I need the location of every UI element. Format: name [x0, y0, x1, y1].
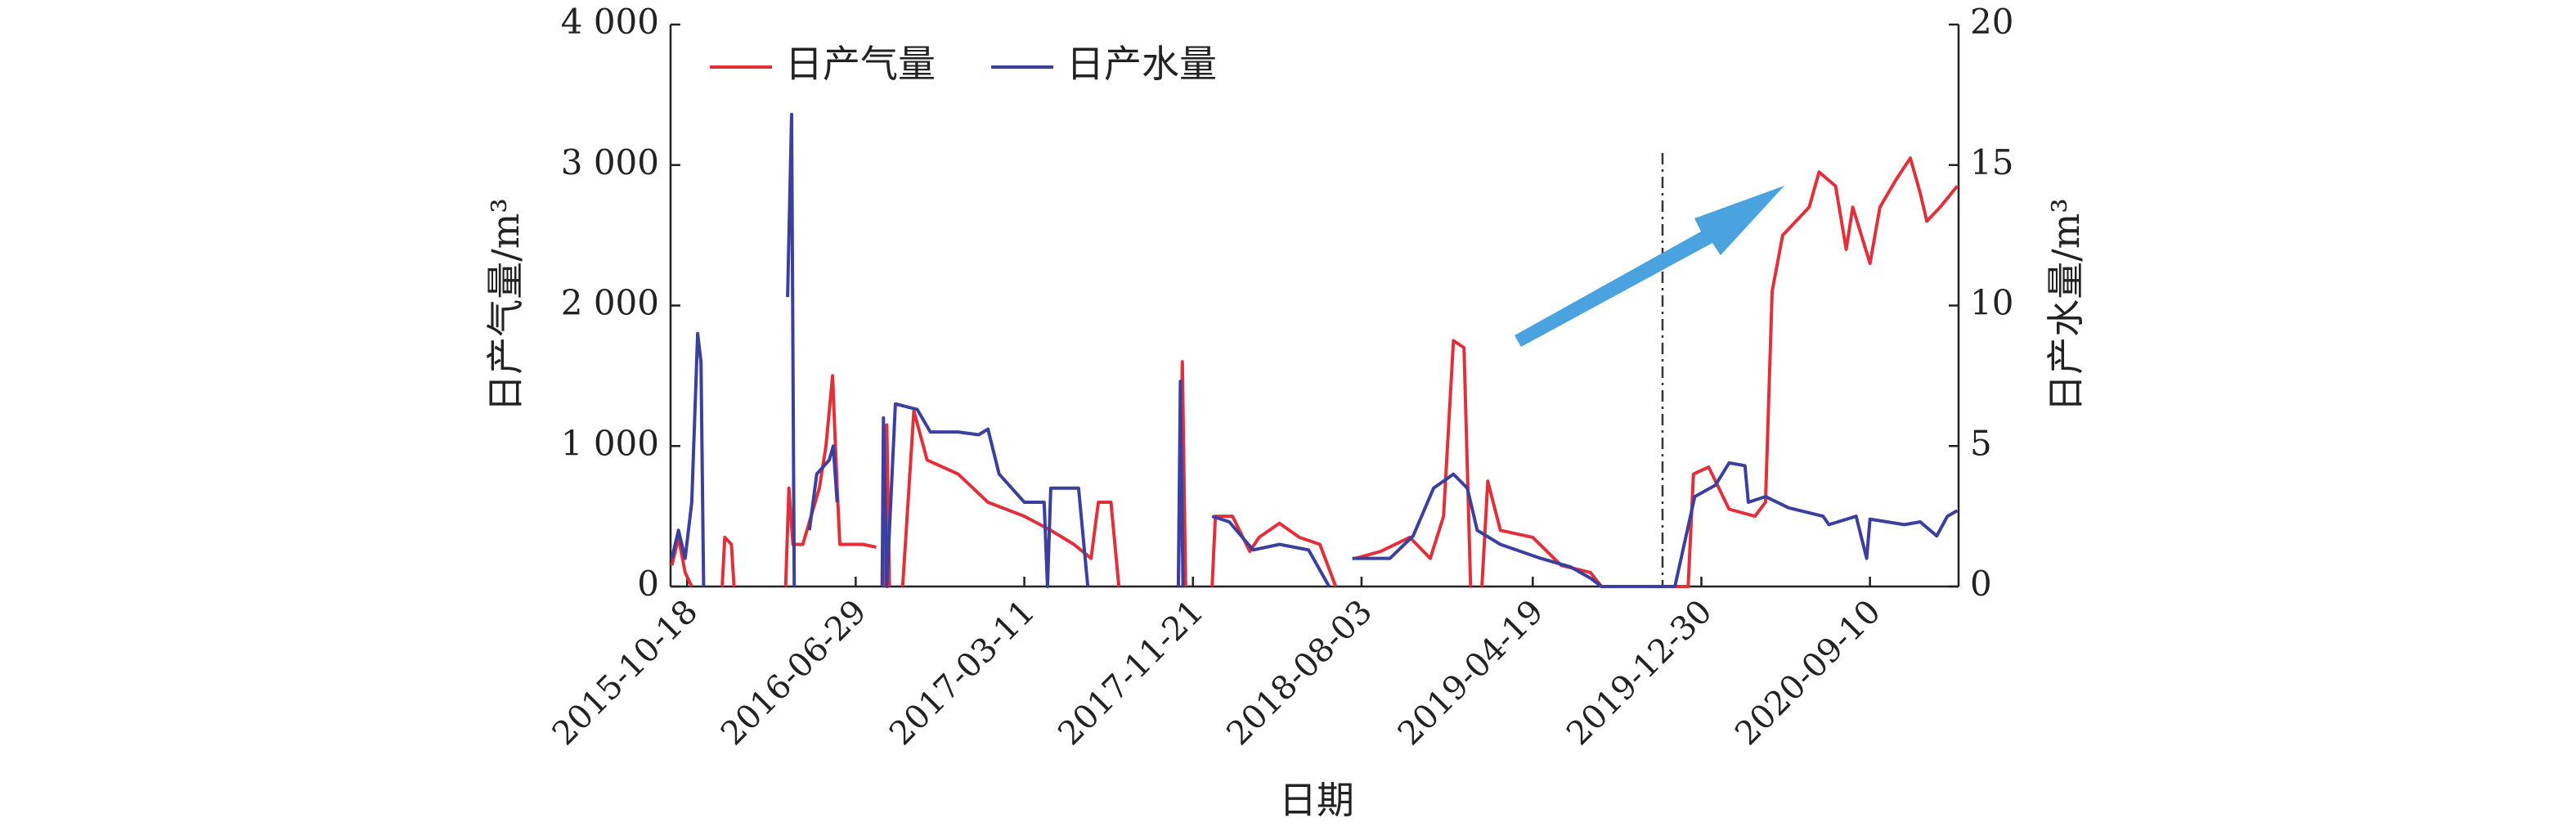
- y2-tick-label: 5: [1970, 423, 1992, 463]
- y-axis-title: 日产气量/m³: [483, 198, 527, 412]
- x-tick-label: 2017-03-11: [882, 593, 1043, 753]
- x-tick-label: 2016-06-29: [714, 593, 874, 753]
- x-tick-label: 2020-09-10: [1728, 593, 1888, 753]
- series-line: [670, 156, 1959, 588]
- trend-arrow: [1515, 186, 1784, 347]
- x-tick-label: 2019-04-19: [1391, 593, 1551, 753]
- y2-tick-label: 20: [1970, 2, 2013, 42]
- y-tick-label: 4 000: [561, 2, 659, 42]
- series-line: [670, 112, 1959, 588]
- y-tick-label: 2 000: [561, 283, 659, 323]
- y2-tick-label: 0: [1970, 564, 1992, 604]
- legend-label: 日产水量: [1066, 42, 1217, 86]
- x-tick-label: 2017-11-21: [1051, 593, 1211, 753]
- y2-axis-title: 日产水量/m³: [2044, 198, 2088, 412]
- x-tick-label: 2015-10-18: [545, 593, 706, 753]
- y2-tick-label: 10: [1970, 283, 2013, 323]
- x-axis-title: 日期: [1279, 778, 1354, 822]
- y2-tick-label: 15: [1970, 142, 2013, 182]
- x-tick-label: 2019-12-30: [1560, 593, 1720, 753]
- y-tick-label: 3 000: [561, 142, 659, 182]
- y-tick-label: 0: [637, 564, 659, 604]
- y-tick-label: 1 000: [561, 423, 659, 463]
- x-tick-label: 2018-08-03: [1219, 593, 1380, 753]
- legend-label: 日产气量: [785, 42, 936, 86]
